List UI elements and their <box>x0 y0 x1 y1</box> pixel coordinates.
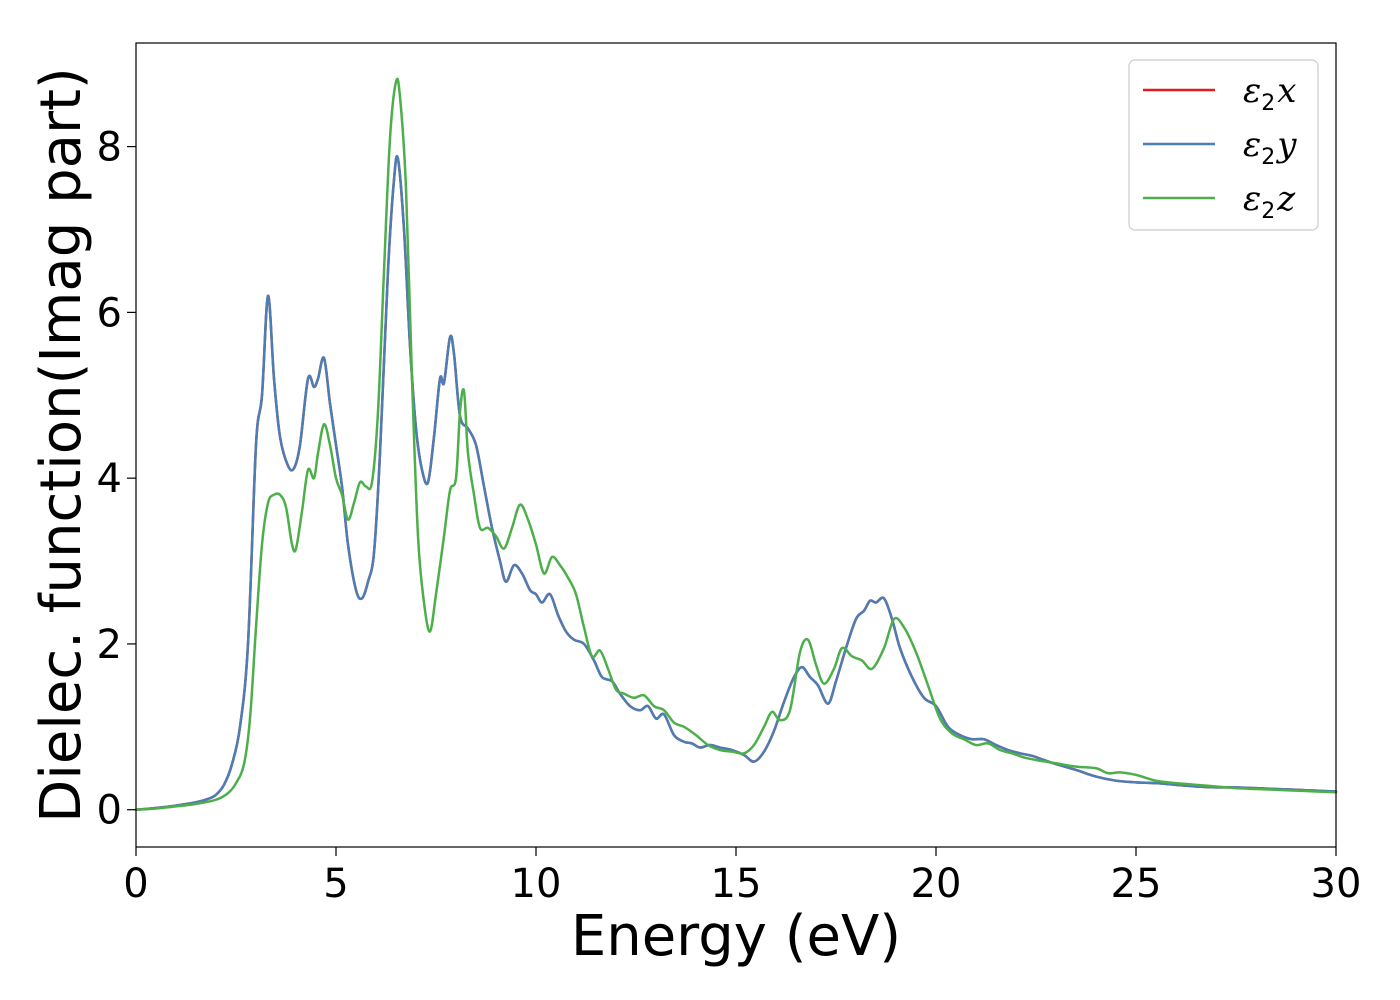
x-tick-label: 5 <box>323 861 348 907</box>
series-line-z <box>134 77 1338 811</box>
x-axis-title: Energy (eV) <box>571 904 901 969</box>
y-tick-label: 4 <box>97 456 122 502</box>
x-tick-label: 15 <box>711 861 762 907</box>
x-axis: 0 5 10 15 20 25 30 <box>123 847 1361 907</box>
legend-label-y: ε2y <box>1243 125 1297 170</box>
legend-label-x: ε2x <box>1243 71 1296 116</box>
x-tick-label: 0 <box>123 861 148 907</box>
legend: ε2x ε2y ε2z <box>1128 59 1319 231</box>
x-tick-label: 25 <box>1111 861 1162 907</box>
legend-box <box>1128 59 1319 231</box>
x-tick-label: 20 <box>911 861 962 907</box>
series-line-y <box>134 154 1338 811</box>
series-layer <box>134 77 1338 811</box>
y-axis-title: Dielec. function(Imag part) <box>29 67 94 823</box>
legend-label-z: ε2z <box>1243 179 1296 224</box>
y-tick-label: 0 <box>97 788 122 834</box>
y-tick-label: 6 <box>97 290 122 336</box>
x-tick-label: 10 <box>511 861 562 907</box>
y-axis: 0 2 4 6 8 <box>97 125 136 834</box>
y-tick-label: 8 <box>97 125 122 171</box>
x-tick-label: 30 <box>1311 861 1362 907</box>
y-tick-label: 2 <box>97 622 122 668</box>
